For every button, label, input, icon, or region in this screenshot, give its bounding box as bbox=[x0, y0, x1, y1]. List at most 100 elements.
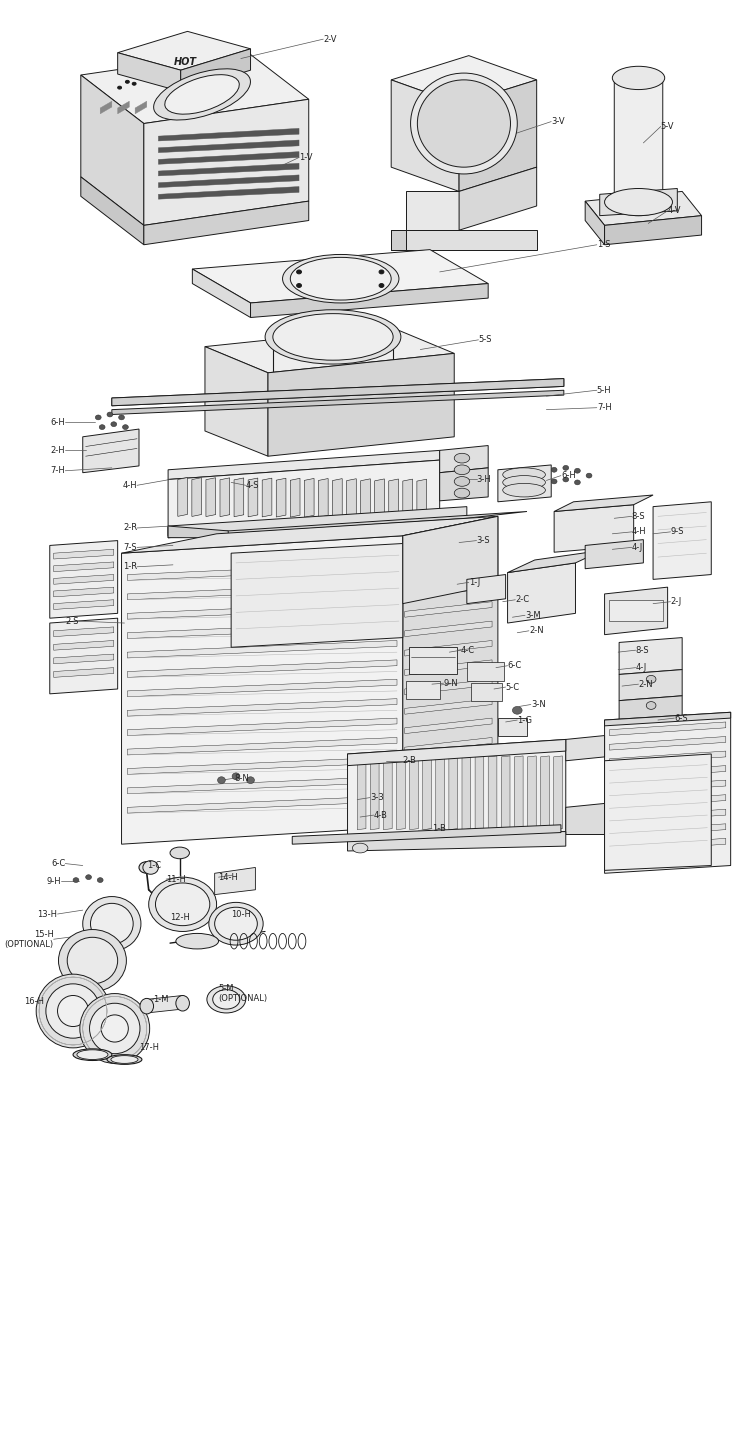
Text: 3-N: 3-N bbox=[531, 699, 546, 709]
Text: 8-S: 8-S bbox=[635, 646, 649, 655]
Ellipse shape bbox=[417, 79, 511, 167]
Text: 16-H: 16-H bbox=[24, 996, 44, 1007]
Ellipse shape bbox=[551, 479, 557, 485]
Polygon shape bbox=[609, 823, 726, 838]
Polygon shape bbox=[168, 506, 467, 538]
Polygon shape bbox=[459, 79, 537, 192]
Polygon shape bbox=[605, 712, 731, 725]
Polygon shape bbox=[144, 99, 309, 225]
Polygon shape bbox=[332, 479, 342, 518]
Polygon shape bbox=[527, 756, 536, 829]
Polygon shape bbox=[541, 756, 549, 829]
Ellipse shape bbox=[247, 777, 254, 783]
Ellipse shape bbox=[213, 989, 240, 1009]
Polygon shape bbox=[619, 696, 682, 722]
Ellipse shape bbox=[59, 930, 126, 992]
Polygon shape bbox=[391, 79, 459, 192]
Text: 3-3: 3-3 bbox=[370, 793, 384, 802]
Text: 10-H: 10-H bbox=[231, 910, 251, 919]
Text: 5-V: 5-V bbox=[661, 123, 675, 131]
Polygon shape bbox=[127, 757, 397, 774]
Polygon shape bbox=[127, 718, 397, 735]
Polygon shape bbox=[80, 50, 309, 124]
Polygon shape bbox=[293, 825, 561, 844]
Polygon shape bbox=[599, 189, 678, 216]
Ellipse shape bbox=[512, 707, 522, 714]
Ellipse shape bbox=[283, 254, 399, 303]
Text: 2-C: 2-C bbox=[515, 596, 529, 604]
Ellipse shape bbox=[273, 313, 393, 360]
Text: 6-C: 6-C bbox=[51, 859, 65, 868]
Polygon shape bbox=[168, 450, 440, 480]
Polygon shape bbox=[112, 379, 564, 405]
Polygon shape bbox=[502, 756, 510, 829]
Polygon shape bbox=[147, 995, 183, 1012]
Polygon shape bbox=[205, 346, 268, 456]
Text: 12-H: 12-H bbox=[170, 913, 190, 923]
Ellipse shape bbox=[170, 846, 190, 859]
Polygon shape bbox=[619, 669, 682, 701]
Ellipse shape bbox=[207, 986, 246, 1012]
Text: 8-S: 8-S bbox=[632, 512, 645, 521]
Text: HOT: HOT bbox=[174, 58, 197, 68]
Polygon shape bbox=[127, 679, 397, 696]
Polygon shape bbox=[168, 460, 440, 536]
Ellipse shape bbox=[646, 702, 656, 709]
Polygon shape bbox=[566, 735, 605, 761]
Ellipse shape bbox=[605, 189, 672, 216]
Ellipse shape bbox=[290, 257, 391, 300]
Polygon shape bbox=[508, 562, 575, 623]
Polygon shape bbox=[83, 430, 139, 473]
Polygon shape bbox=[50, 619, 117, 694]
Ellipse shape bbox=[102, 1015, 129, 1043]
Polygon shape bbox=[405, 757, 492, 773]
Ellipse shape bbox=[586, 473, 592, 479]
Bar bbox=[471, 684, 502, 701]
Text: 1-S: 1-S bbox=[597, 241, 611, 249]
Ellipse shape bbox=[140, 998, 153, 1014]
Polygon shape bbox=[410, 756, 418, 829]
Text: 7-H: 7-H bbox=[597, 404, 611, 412]
Text: 8-N: 8-N bbox=[234, 774, 249, 783]
Polygon shape bbox=[566, 803, 605, 835]
Polygon shape bbox=[391, 56, 537, 104]
Ellipse shape bbox=[454, 464, 470, 474]
Polygon shape bbox=[268, 353, 454, 456]
Ellipse shape bbox=[89, 1004, 140, 1054]
Ellipse shape bbox=[153, 69, 250, 120]
Polygon shape bbox=[417, 479, 426, 518]
Ellipse shape bbox=[503, 476, 545, 489]
Polygon shape bbox=[508, 551, 602, 572]
Polygon shape bbox=[609, 751, 726, 764]
Polygon shape bbox=[80, 75, 144, 225]
Polygon shape bbox=[127, 601, 397, 619]
Text: 5-H: 5-H bbox=[597, 386, 611, 395]
Ellipse shape bbox=[562, 466, 569, 470]
Text: 17-H: 17-H bbox=[139, 1044, 159, 1053]
Polygon shape bbox=[262, 479, 272, 516]
Polygon shape bbox=[605, 754, 711, 871]
Polygon shape bbox=[605, 587, 668, 634]
Polygon shape bbox=[290, 479, 300, 518]
Ellipse shape bbox=[562, 477, 569, 482]
Polygon shape bbox=[406, 192, 459, 231]
Text: 7-S: 7-S bbox=[123, 542, 137, 552]
Text: 1-V: 1-V bbox=[299, 153, 313, 162]
Ellipse shape bbox=[411, 74, 517, 174]
Polygon shape bbox=[514, 756, 523, 829]
Ellipse shape bbox=[176, 933, 219, 949]
Polygon shape bbox=[405, 699, 492, 714]
Polygon shape bbox=[127, 562, 397, 580]
Polygon shape bbox=[180, 49, 250, 91]
Polygon shape bbox=[405, 737, 492, 753]
Text: 4-J: 4-J bbox=[635, 663, 647, 672]
Polygon shape bbox=[553, 756, 562, 829]
Polygon shape bbox=[585, 539, 644, 568]
Polygon shape bbox=[459, 167, 537, 231]
Polygon shape bbox=[117, 32, 250, 71]
Polygon shape bbox=[374, 479, 384, 518]
Text: 2-H: 2-H bbox=[50, 446, 65, 454]
Polygon shape bbox=[585, 192, 702, 225]
Polygon shape bbox=[127, 622, 397, 639]
Polygon shape bbox=[384, 756, 392, 829]
